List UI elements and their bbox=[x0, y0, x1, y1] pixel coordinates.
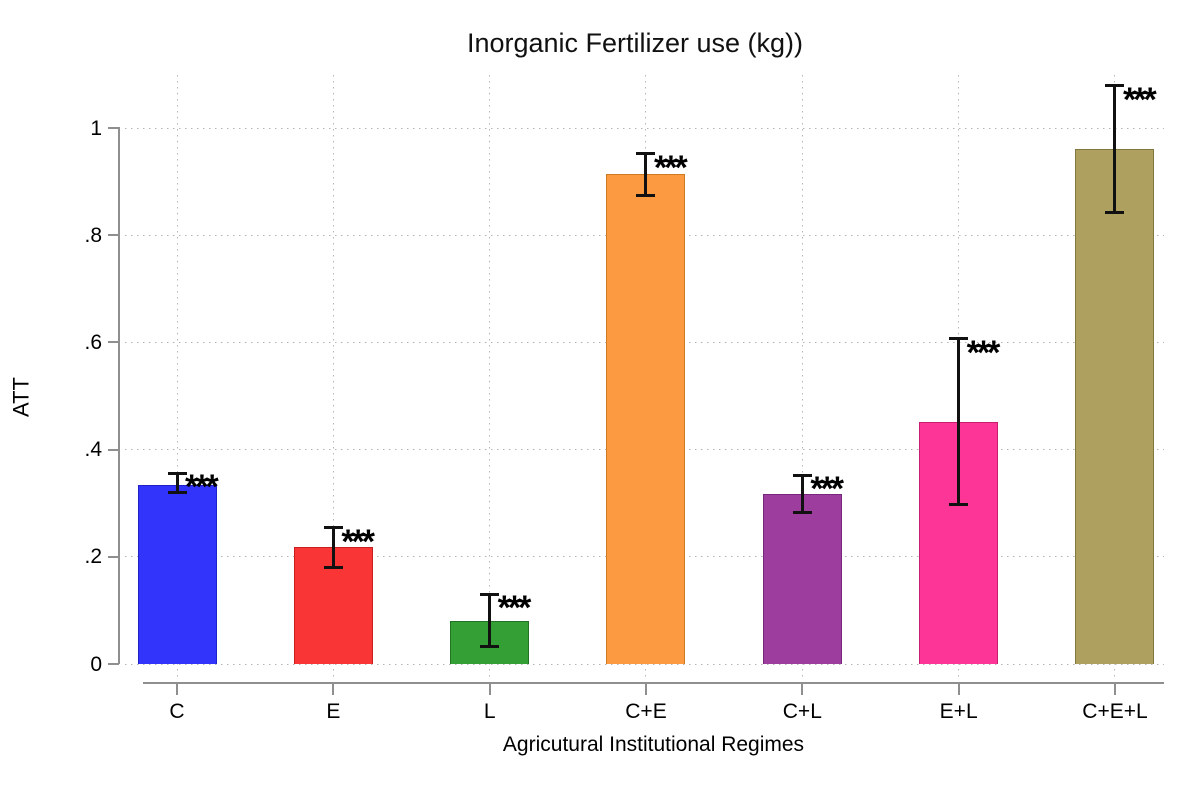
error-bar-cap-bottom bbox=[323, 566, 343, 570]
significance-stars: *** bbox=[810, 470, 844, 509]
x-tick-label: E+L bbox=[939, 700, 978, 723]
x-axis-tick bbox=[332, 682, 335, 695]
y-axis-tick bbox=[108, 555, 119, 558]
y-tick-label: .4 bbox=[84, 438, 102, 462]
error-bar-C bbox=[175, 473, 179, 493]
significance-stars: *** bbox=[185, 468, 219, 507]
error-bar-cap-top bbox=[480, 592, 500, 596]
error-bar-cap-top bbox=[323, 526, 343, 530]
bar-C+L bbox=[762, 493, 842, 664]
y-axis-line bbox=[118, 127, 120, 664]
x-tick-label: L bbox=[483, 700, 496, 723]
x-tick-label: C bbox=[169, 700, 185, 723]
y-tick-label: .2 bbox=[84, 545, 102, 569]
significance-stars: *** bbox=[653, 148, 688, 187]
x-tick-label: C+L bbox=[782, 700, 822, 723]
horizontal-gridline bbox=[125, 127, 1164, 129]
x-axis-title: Agricutural Institutional Regimes bbox=[502, 733, 805, 756]
error-bar-C+E bbox=[644, 153, 648, 195]
x-tick-label: C+E+L bbox=[1082, 700, 1148, 723]
significance-stars: *** bbox=[966, 333, 1001, 372]
y-axis-tick bbox=[108, 663, 119, 665]
error-bar-E bbox=[331, 527, 335, 568]
x-axis-tick bbox=[957, 682, 960, 695]
x-axis-tick bbox=[644, 682, 647, 695]
significance-stars: *** bbox=[497, 589, 532, 628]
y-axis-tick bbox=[108, 341, 119, 344]
y-tick-label: .6 bbox=[84, 330, 102, 354]
bar-C+E bbox=[606, 173, 686, 664]
vertical-gridline bbox=[176, 75, 178, 678]
error-bar-C+E+L bbox=[1113, 85, 1117, 213]
x-axis-tick bbox=[1113, 682, 1116, 695]
horizontal-gridline bbox=[125, 663, 1164, 665]
chart-title: Inorganic Fertilizer use (kg)) bbox=[466, 28, 804, 58]
vertical-gridline bbox=[489, 75, 491, 678]
x-axis-tick bbox=[176, 682, 178, 695]
error-bar-cap-bottom bbox=[480, 644, 500, 648]
y-axis-title: ATT bbox=[8, 377, 34, 417]
x-tick-label: E bbox=[326, 700, 341, 723]
error-bar-cap-bottom bbox=[1105, 210, 1125, 214]
x-tick-label: C+E bbox=[625, 700, 667, 723]
error-bar-cap-bottom bbox=[636, 193, 656, 197]
error-bar-L bbox=[488, 594, 492, 647]
error-bar-cap-top bbox=[949, 337, 969, 341]
error-bar-cap-top bbox=[167, 471, 187, 475]
y-tick-label: 0 bbox=[90, 652, 102, 676]
bar-C+E+L bbox=[1075, 149, 1155, 664]
vertical-gridline bbox=[332, 75, 334, 678]
x-axis-tick bbox=[801, 682, 804, 695]
y-axis-tick bbox=[108, 448, 119, 451]
error-bar-cap-top bbox=[636, 152, 656, 156]
error-bar-cap-bottom bbox=[792, 510, 812, 514]
error-bar-cap-top bbox=[1105, 84, 1125, 88]
error-bar-E+L bbox=[957, 338, 961, 505]
error-bar-cap-top bbox=[792, 473, 812, 477]
y-axis-tick bbox=[108, 127, 119, 129]
significance-stars: *** bbox=[1122, 80, 1157, 119]
x-axis-line bbox=[143, 682, 1164, 684]
y-axis-tick bbox=[108, 234, 119, 237]
error-bar-C+L bbox=[800, 475, 804, 513]
y-tick-label: .8 bbox=[84, 223, 102, 247]
error-bar-cap-bottom bbox=[949, 502, 969, 506]
y-tick-label: 1 bbox=[90, 116, 102, 140]
significance-stars: *** bbox=[341, 522, 375, 561]
x-axis-tick bbox=[488, 682, 491, 695]
vertical-gridline bbox=[801, 75, 803, 678]
bar-C bbox=[137, 484, 217, 664]
error-bar-cap-bottom bbox=[167, 490, 187, 494]
